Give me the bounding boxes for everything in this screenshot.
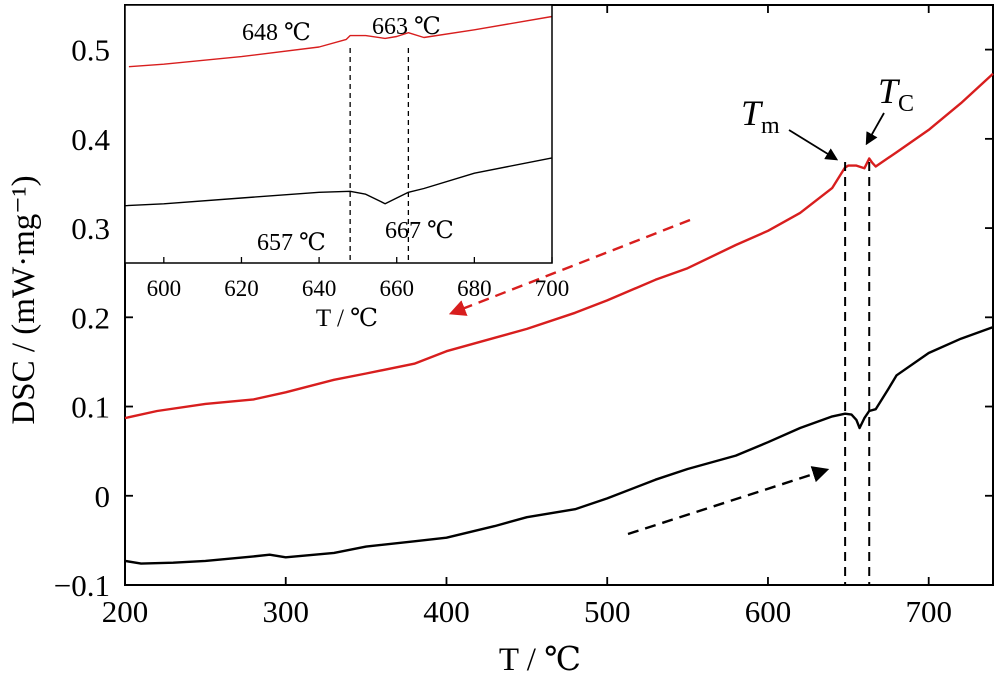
y-tick-label: 0.1 (71, 390, 110, 425)
main-series-line-cooling (124, 72, 994, 420)
inset-frame (124, 4, 553, 264)
main-plot-frame (124, 4, 994, 586)
inset-x-tick-label: 680 (457, 276, 492, 301)
y-tick-label: −0.1 (54, 568, 110, 603)
main-series-layer (124, 72, 994, 565)
inset-x-tick-label: 660 (379, 276, 414, 301)
cooling-direction-arrow (448, 218, 691, 316)
y-tick-label: 0.2 (71, 300, 110, 335)
tm-label: Tm (741, 93, 780, 139)
y-tick-label: 0.4 (71, 122, 110, 157)
main-marker-layer (844, 162, 871, 585)
x-tick-label: 300 (262, 594, 309, 629)
x-tick-label: 400 (423, 594, 470, 629)
inset-x-tick-label: 640 (302, 276, 337, 301)
inset-background (125, 5, 552, 263)
inset-x-ticks: 600 620 640 660 680 700 (147, 257, 570, 301)
inset-annotation-648: 648 ℃ (242, 20, 311, 46)
main-series-line-heating (124, 325, 994, 565)
x-tick-label: 200 (102, 594, 149, 629)
inset-x-tick-label: 600 (147, 276, 182, 301)
inset-series-line-0 (128, 15, 553, 68)
inset-series-line-1 (124, 157, 553, 207)
y-tick-label: 0.5 (71, 33, 110, 68)
inset-annotation-657: 657 ℃ (257, 230, 326, 256)
tm-pointer-arrow (788, 129, 839, 161)
main-y-axis-label: DSC / (mW·mg⁻¹) (6, 175, 42, 424)
y-tick-label: 0.3 (71, 211, 110, 246)
tc-pointer-arrow (865, 112, 885, 146)
inset-series-layer (124, 15, 553, 207)
inset-x-tick-label: 620 (224, 276, 259, 301)
inset-x-axis-label: T / ℃ (316, 305, 378, 332)
inset-annotation-667: 667 ℃ (385, 218, 454, 244)
x-tick-label: 700 (905, 594, 952, 629)
y-tick-label: 0 (95, 479, 111, 514)
x-tick-label: 500 (584, 594, 631, 629)
x-tick-label: 600 (745, 594, 792, 629)
inset-x-tick-label: 700 (535, 276, 570, 301)
main-x-ticks: 200 300 400 500 600 700 (102, 5, 952, 629)
tc-label: TC (878, 71, 914, 117)
main-x-axis-label: T / ℃ (499, 642, 581, 678)
main-y-ticks: −0.1 0 0.1 0.2 0.3 0.4 0.5 (54, 33, 993, 603)
inset-annotation-663: 663 ℃ (372, 14, 441, 40)
